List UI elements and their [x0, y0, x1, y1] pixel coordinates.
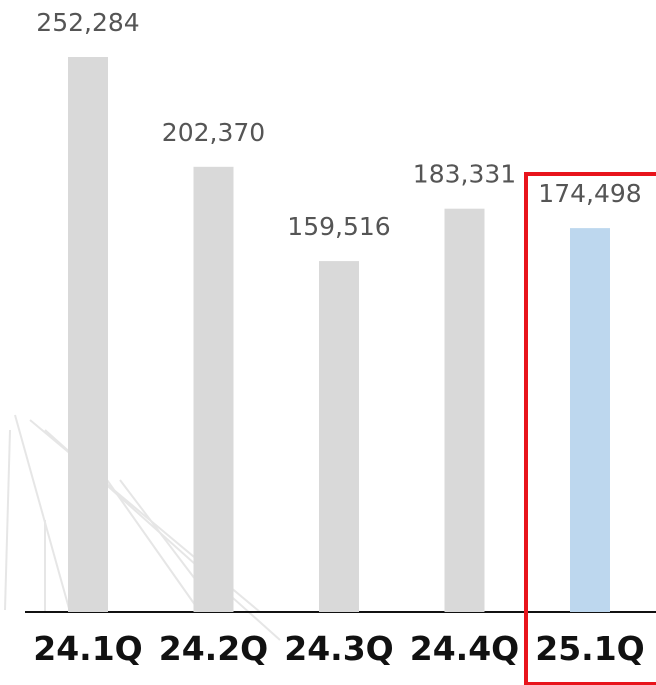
- value-label: 252,284: [36, 8, 139, 37]
- x-tick-label: 24.4Q: [410, 629, 519, 668]
- value-label: 183,331: [413, 160, 516, 189]
- value-label: 159,516: [287, 212, 390, 241]
- x-tick-label: 24.1Q: [33, 629, 142, 668]
- bar: [444, 208, 485, 612]
- x-tick-label: 24.2Q: [159, 629, 268, 668]
- bar: [68, 57, 108, 612]
- bar: [570, 228, 610, 612]
- x-tick-label: 24.3Q: [284, 629, 393, 668]
- background-crane: [4, 414, 281, 641]
- x-tick-label: 25.1Q: [535, 629, 644, 668]
- value-label: 202,370: [162, 118, 265, 147]
- highlight-box: [524, 172, 656, 685]
- bar: [193, 166, 234, 612]
- value-label: 174,498: [538, 179, 641, 208]
- bar: [319, 261, 359, 612]
